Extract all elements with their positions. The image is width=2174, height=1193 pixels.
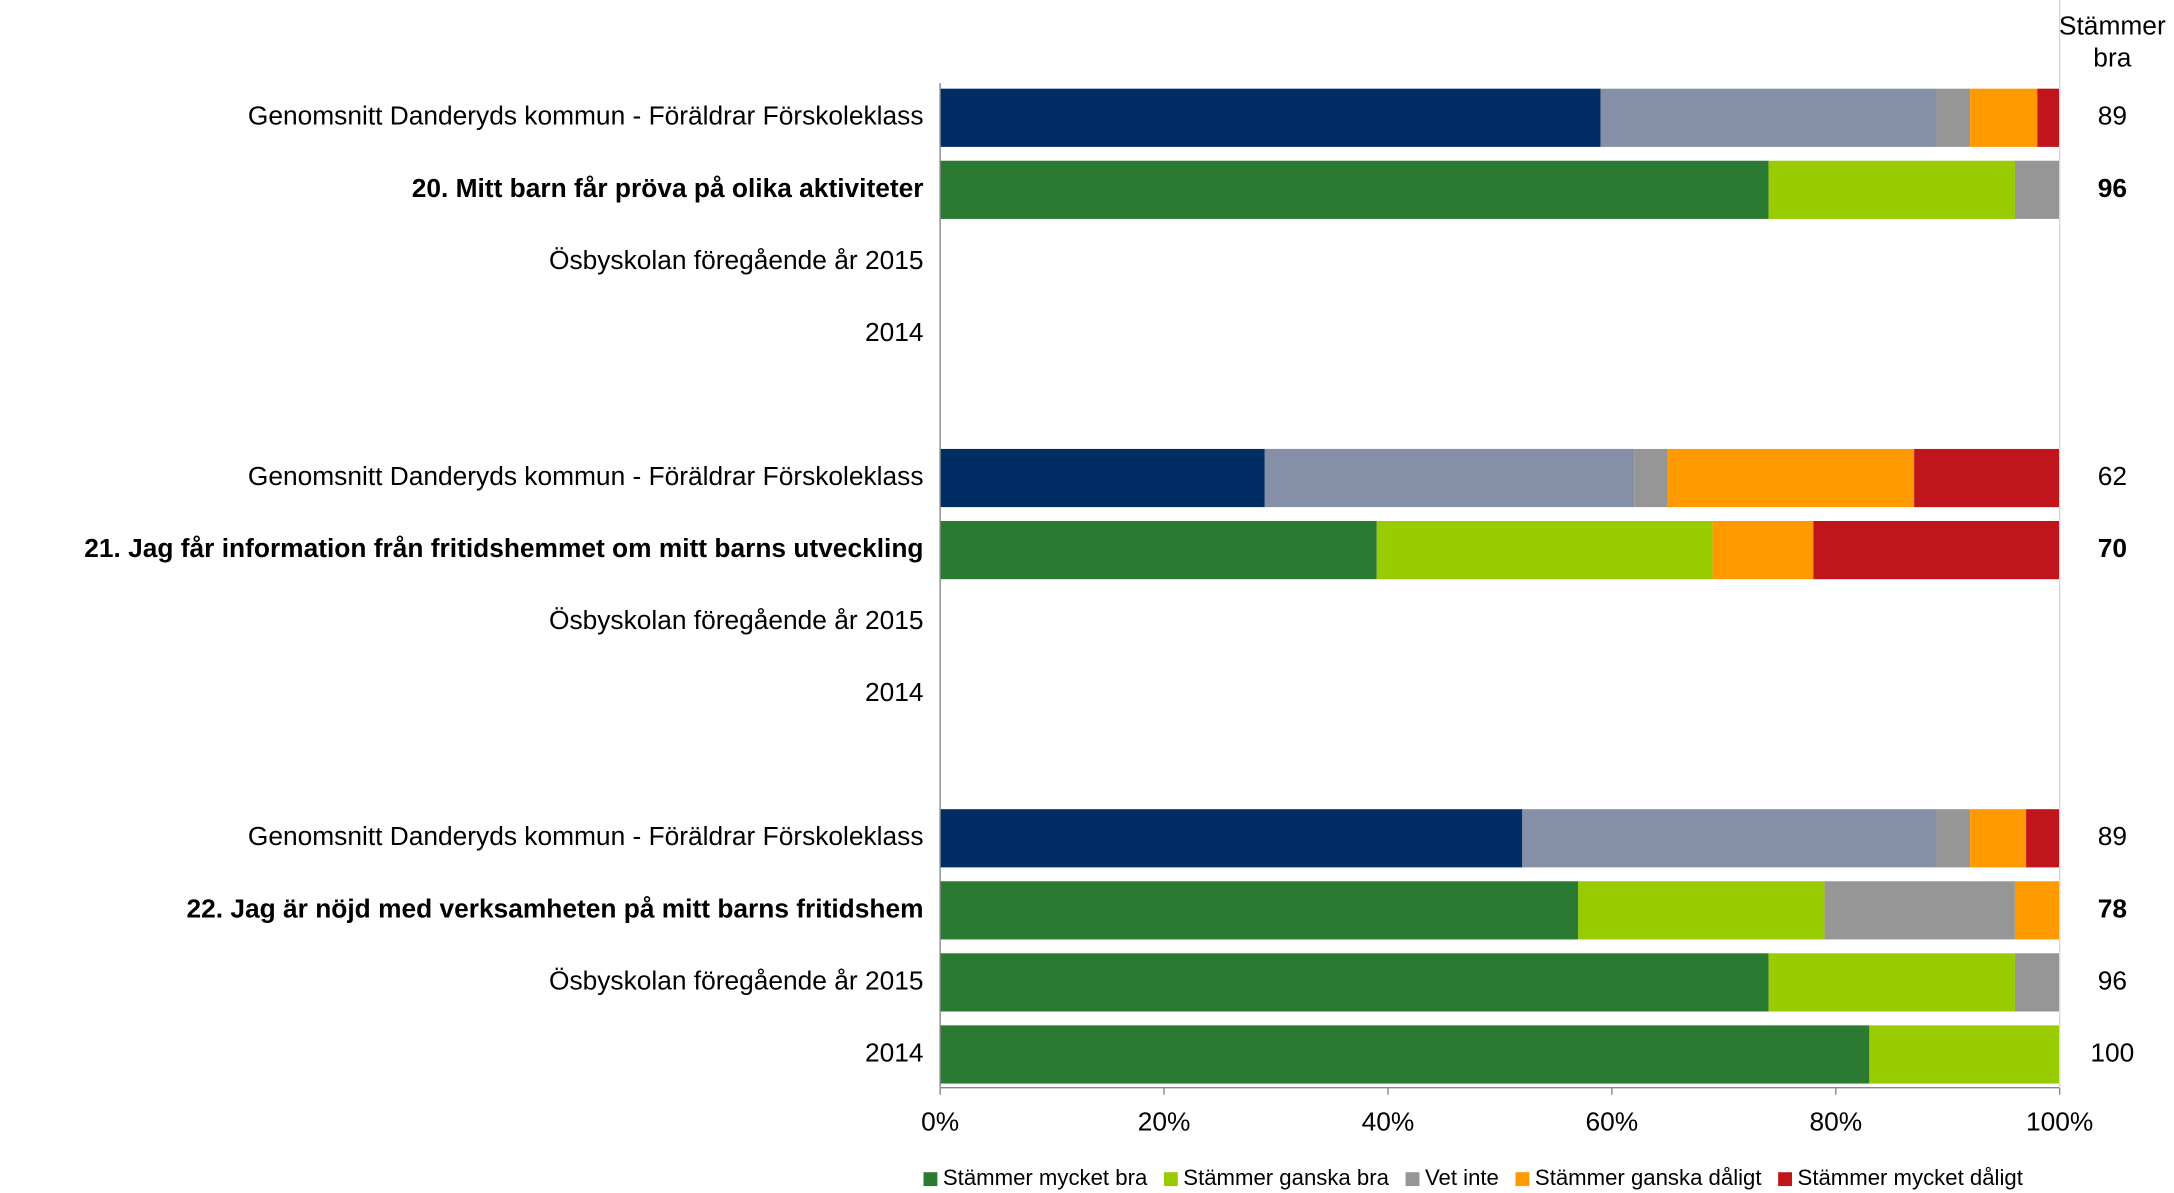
legend-label: Stämmer ganska dåligt	[1535, 1165, 1762, 1190]
legend-label: Vet inte	[1425, 1165, 1499, 1190]
bar-segment	[2014, 160, 2060, 219]
bar-segment	[1768, 953, 2015, 1012]
total-label: 89	[2098, 821, 2127, 851]
x-tick-label: 60%	[1586, 1107, 1639, 1137]
row-label: Genomsnitt Danderyds kommun - Föräldrar …	[248, 461, 924, 491]
legend-label: Stämmer mycket bra	[943, 1165, 1148, 1190]
legend-swatch	[1163, 1172, 1178, 1187]
legend-swatch	[1405, 1172, 1420, 1187]
x-tick-label: 40%	[1362, 1107, 1415, 1137]
bar-segment	[1914, 448, 2060, 508]
row-label: Ösbyskolan föregående år 2015	[549, 245, 923, 275]
bar-segment	[940, 1025, 1870, 1084]
x-tick-label: 20%	[1138, 1107, 1191, 1137]
bar-segment	[1578, 881, 1825, 940]
segment-label: 0	[2059, 1039, 2074, 1069]
segment-label: 0	[2059, 1039, 2074, 1069]
total-label: 96	[2098, 173, 2127, 203]
bar-segment	[1376, 520, 1713, 580]
legend-label: Stämmer mycket dåligt	[1798, 1165, 2023, 1190]
bar-segment	[1970, 809, 2027, 868]
bar-segment	[1936, 809, 1971, 868]
total-header: Stämmer bra	[2058, 12, 2166, 74]
row-label: 2014	[865, 1037, 924, 1067]
row-label: 2014	[865, 317, 924, 347]
row-label: 21. Jag får information från fritidshemm…	[84, 533, 923, 563]
bar-segment	[1768, 160, 2015, 219]
bar-segment	[1824, 881, 2015, 940]
bar-segment	[1970, 88, 2038, 147]
bar-segment	[1634, 448, 1668, 508]
bar-segment	[1936, 88, 1971, 147]
total-label: 100	[2090, 1037, 2134, 1067]
segment-label: 0	[2059, 967, 2074, 997]
bar-segment	[2037, 88, 2060, 147]
legend-swatch	[923, 1172, 938, 1187]
bar-segment	[1813, 520, 2060, 580]
bar-segment	[1264, 448, 1635, 508]
total-label: 96	[2098, 965, 2127, 995]
row-label: Genomsnitt Danderyds kommun - Föräldrar …	[248, 101, 924, 131]
bar-segment	[1667, 448, 1915, 508]
total-header-box: Stämmer bra	[2058, 12, 2166, 74]
bar-segment	[940, 953, 1769, 1012]
bar-segment	[2026, 809, 2060, 868]
total-label: 70	[2098, 533, 2127, 563]
segment-label: 0	[2059, 1039, 2074, 1069]
bar-segment	[940, 160, 1769, 219]
x-tick-label: 100%	[2026, 1107, 2093, 1137]
bar-segment	[2014, 881, 2060, 940]
legend-label: Stämmer ganska bra	[1183, 1165, 1389, 1190]
segment-label: 0	[2059, 895, 2074, 925]
row-label: Genomsnitt Danderyds kommun - Föräldrar …	[248, 821, 924, 851]
segment-label: 0	[2059, 967, 2074, 997]
x-tick-label: 80%	[1809, 1107, 1862, 1137]
total-label: 89	[2098, 101, 2127, 131]
row-label: 2014	[865, 677, 924, 707]
row-label: 20. Mitt barn får pröva på olika aktivit…	[412, 173, 924, 203]
row-label: 22. Jag är nöjd med verksamheten på mitt…	[187, 893, 924, 923]
bar-segment	[940, 881, 1579, 940]
total-label: 78	[2098, 893, 2127, 923]
segment-label: 0	[2059, 174, 2074, 204]
bar-segment	[1522, 809, 1937, 868]
bar-segment	[2014, 953, 2060, 1012]
bar-segment	[940, 88, 1601, 147]
legend-swatch	[1778, 1172, 1793, 1187]
legend-swatch	[1515, 1172, 1530, 1187]
x-tick-label: 0%	[921, 1107, 959, 1137]
bar-segment	[1600, 88, 1937, 147]
bar-segment	[940, 809, 1523, 868]
bar-segment	[940, 448, 1265, 508]
bar-segment	[1712, 520, 1814, 580]
row-label: Ösbyskolan föregående år 2015	[549, 605, 923, 635]
segment-label: 0	[2059, 174, 2074, 204]
row-label: Ösbyskolan föregående år 2015	[549, 965, 923, 995]
total-label: 62	[2098, 461, 2127, 491]
bar-segment	[940, 520, 1377, 580]
bar-segment	[1869, 1025, 2060, 1084]
